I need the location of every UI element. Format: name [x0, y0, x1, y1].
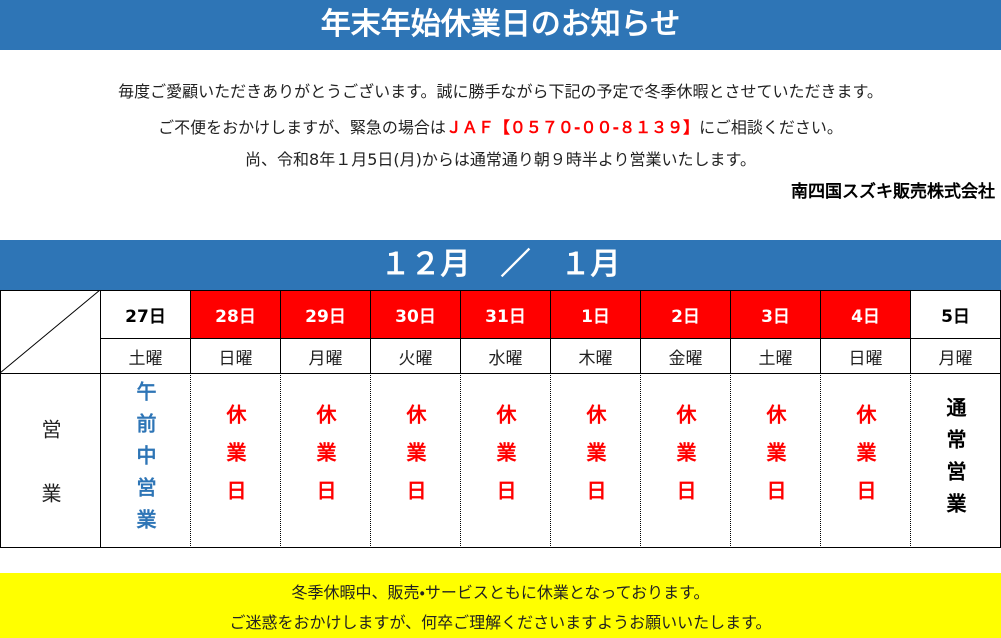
date-cell: 1日 [550, 290, 641, 339]
date-cell: 3日 [730, 290, 821, 339]
weekday-cell-text: 火曜 [398, 348, 433, 369]
weekday-cell: 日曜 [190, 338, 281, 374]
status-cell: 休業日 [280, 373, 371, 548]
weekday-cell: 土曜 [730, 338, 821, 374]
row-label: 営業 [0, 373, 101, 548]
status-cell-text: 休業日 [313, 403, 337, 518]
row-label-text: 営業 [38, 418, 62, 547]
status-cell: 通常営業 [910, 373, 1001, 548]
weekday-cell-text: 水曜 [488, 348, 523, 369]
status-cell: 休業日 [460, 373, 551, 548]
status-cell: 休業日 [190, 373, 281, 548]
date-cell-text: 28日 [215, 307, 256, 327]
status-cell: 午前中営業 [100, 373, 191, 548]
footer-line: 冬季休暇中、販売・サービスともに休業となっております。 [291, 583, 710, 602]
weekday-cell-text: 土曜 [758, 348, 793, 369]
notice-line: ご不便をおかけしますが、緊急の場合はＪＡＦ【０５７０-００-８１３９】にご相談く… [0, 114, 1001, 138]
corner-diagonal [0, 290, 100, 373]
company: 南四国スズキ販売株式会社 [791, 182, 995, 202]
date-cell: 28日 [190, 290, 281, 339]
heading-text: １２月 ／ １月 [380, 247, 621, 282]
date-cell-text: 27日 [125, 307, 166, 327]
weekday-cell-text: 日曜 [848, 348, 883, 369]
notice-line: 毎度ご愛顧いただきありがとうございます。誠に勝手ながら下記の予定で冬季休暇とさせ… [118, 82, 883, 101]
notice-line: 尚、令和8年１月5日(月)からは通常通り朝９時半より営業いたします。 [245, 150, 756, 169]
date-cell-text: 4日 [851, 307, 880, 327]
weekday-cell: 日曜 [820, 338, 911, 374]
weekday-cell: 水曜 [460, 338, 551, 374]
weekday-cell-text: 日曜 [218, 348, 253, 369]
weekday-cell-text: 金曜 [668, 348, 703, 369]
status-cell-text: 午前中営業 [133, 380, 157, 541]
status-cell-text: 休業日 [673, 403, 697, 518]
footer-line: ご迷惑をおかけしますが、何卒ご理解くださいますようお願いいたします。 [229, 613, 772, 632]
status-cell: 休業日 [730, 373, 821, 548]
status-cell-text: 休業日 [223, 403, 247, 518]
status-cell-text: 通常営業 [943, 396, 967, 525]
title-bar: 年末年始休業日のお知らせ [0, 0, 1001, 50]
table-heading: １２月 ／ １月 [0, 240, 1001, 290]
date-cell: 2日 [640, 290, 731, 339]
status-cell: 休業日 [550, 373, 641, 548]
date-cell: 31日 [460, 290, 551, 339]
date-cell-text: 29日 [305, 307, 346, 327]
status-cell: 休業日 [370, 373, 461, 548]
weekday-cell-text: 月曜 [308, 348, 343, 369]
weekday-cell: 火曜 [370, 338, 461, 374]
status-cell: 休業日 [640, 373, 731, 548]
date-cell: 27日 [100, 290, 191, 339]
status-cell-text: 休業日 [493, 403, 517, 518]
date-cell: 5日 [910, 290, 1001, 339]
date-cell-text: 30日 [395, 307, 436, 327]
weekday-cell: 月曜 [910, 338, 1001, 374]
corner-cell [0, 290, 101, 374]
date-cell: 4日 [820, 290, 911, 339]
date-cell: 29日 [280, 290, 371, 339]
date-cell-text: 1日 [581, 307, 610, 327]
status-cell-text: 休業日 [583, 403, 607, 518]
status-cell: 休業日 [820, 373, 911, 548]
status-cell-text: 休業日 [853, 403, 877, 518]
date-cell-text: 5日 [941, 307, 970, 327]
date-cell: 30日 [370, 290, 461, 339]
weekday-cell-text: 月曜 [938, 348, 973, 369]
weekday-cell-text: 木曜 [578, 348, 613, 369]
weekday-cell: 月曜 [280, 338, 371, 374]
date-cell-text: 31日 [485, 307, 526, 327]
status-cell-text: 休業日 [403, 403, 427, 518]
date-cell-text: 2日 [671, 307, 700, 327]
date-cell-text: 3日 [761, 307, 790, 327]
notice-text: ご不便をおかけしますが、緊急の場合は [158, 118, 446, 137]
notice-text: にご相談ください。 [699, 118, 843, 137]
weekday-cell-text: 土曜 [128, 348, 163, 369]
weekday-cell: 土曜 [100, 338, 191, 374]
footer-box: 冬季休暇中、販売・サービスともに休業となっております。 ご迷惑をおかけしますが、… [0, 573, 1001, 638]
emergency-number: ＪＡＦ【０５７０-００-８１３９】 [445, 118, 700, 137]
weekday-cell: 木曜 [550, 338, 641, 374]
status-cell-text: 休業日 [763, 403, 787, 518]
schedule-table: 営業 27日土曜午前中営業 28日日曜休業日 29日月曜休業日 30日火曜休業日 31日水… [0, 290, 1001, 548]
title: 年末年始休業日のお知らせ [320, 7, 681, 42]
weekday-cell: 金曜 [640, 338, 731, 374]
